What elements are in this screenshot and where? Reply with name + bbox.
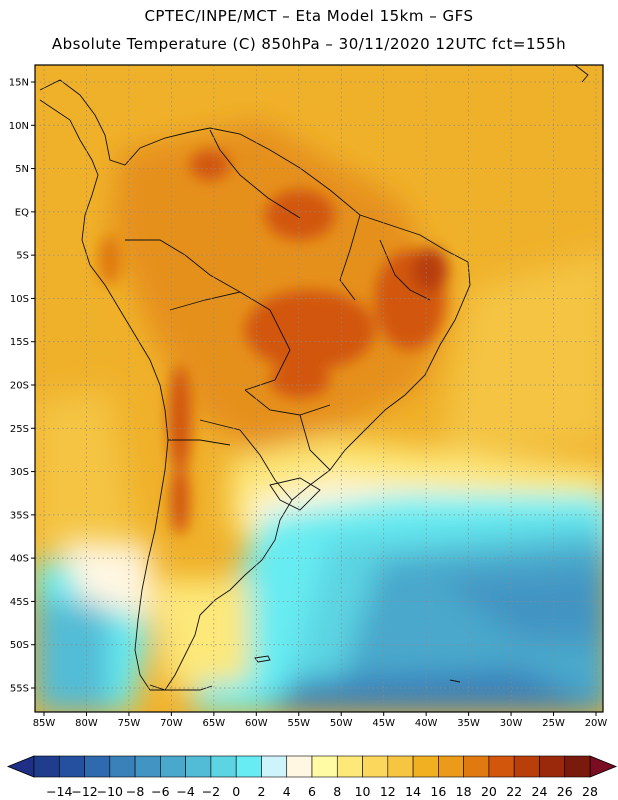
colorbar-label: −14 — [46, 784, 72, 799]
colorbar-label: 0 — [232, 784, 240, 799]
lon-tick-label: 30W — [500, 718, 523, 729]
lat-tick-label: 15N — [9, 78, 29, 89]
lon-tick-label: 35W — [457, 718, 480, 729]
colorbar-label: 24 — [532, 784, 548, 799]
lon-tick-label: 50W — [330, 718, 353, 729]
lat-tick-label: 20S — [10, 381, 29, 392]
colorbar-swatch — [185, 755, 212, 778]
lon-tick-label: 65W — [203, 718, 226, 729]
lon-tick-label: 80W — [75, 718, 98, 729]
colorbar-swatch — [210, 755, 237, 778]
lon-tick-label: 75W — [118, 718, 141, 729]
colorbar-swatch — [463, 755, 490, 778]
lon-tick-label: 60W — [245, 718, 268, 729]
colorbar-label: 6 — [308, 784, 316, 799]
lat-tick-label: 45S — [10, 597, 29, 608]
lat-tick-label: 40S — [10, 554, 29, 565]
colorbar-label: 16 — [430, 784, 446, 799]
colorbar-swatch — [387, 755, 414, 778]
lon-tick-label: 25W — [542, 718, 565, 729]
colorbar-swatch — [438, 755, 464, 778]
colorbar-swatch — [412, 755, 439, 778]
colorbar-label: −8 — [126, 784, 144, 799]
colorbar-swatch — [160, 755, 186, 778]
colorbar-label: −4 — [176, 784, 194, 799]
lon-tick-label: 45W — [372, 718, 395, 729]
colorbar-swatch — [564, 755, 591, 778]
lon-tick-label: 40W — [415, 718, 438, 729]
colorbar-swatch — [235, 755, 262, 778]
lon-tick-label: 20W — [585, 718, 608, 729]
chart-title-line-2: Absolute Temperature (C) 850hPa – 30/11/… — [51, 35, 567, 53]
colorbar-label: −6 — [151, 784, 169, 799]
lat-tick-label: 25S — [10, 424, 29, 435]
coastline-outline — [39, 65, 589, 691]
colorbar-label: −12 — [71, 784, 97, 799]
colorbar-label: 22 — [506, 784, 522, 799]
lat-tick-label: 10S — [10, 294, 29, 305]
colorbar-label: −10 — [97, 784, 123, 799]
temperature-field — [35, 65, 603, 712]
colorbar-label: 14 — [405, 784, 421, 799]
colorbar-swatch — [311, 755, 338, 778]
colorbar-swatch — [33, 755, 60, 778]
lon-tick-label: 55W — [287, 718, 310, 729]
lat-tick-label: 5S — [16, 251, 29, 262]
colorbar-label: 8 — [333, 784, 341, 799]
map-frame — [34, 64, 604, 713]
colorbar-label: 2 — [257, 784, 265, 799]
colorbar-label: 18 — [456, 784, 472, 799]
colorbar: −14−12−10 −8 −6 −4 −2 0 2 4 6 8 10 12 14 16 18 20 22 24 26… — [6, 755, 618, 799]
colorbar-swatch — [58, 755, 85, 778]
colorbar-swatch — [261, 755, 288, 778]
colorbar-label: 10 — [355, 784, 371, 799]
lat-tick-label: 10N — [9, 121, 29, 132]
colorbar-swatch — [513, 755, 540, 778]
lat-tick-label: 15S — [10, 337, 29, 348]
colorbar-label: 26 — [557, 784, 573, 799]
longitude-axis: 85W 80W 75W 70W 65W 60W 55W 50W 45W 40W 35W 30W 25W 2… — [33, 712, 608, 729]
colorbar-swatch — [109, 755, 136, 778]
chart-title-line-1: CPTEC/INPE/MCT – Eta Model 15km – GFS — [144, 7, 474, 25]
colorbar-swatch — [84, 755, 111, 778]
lon-tick-label: 85W — [33, 718, 56, 729]
lon-tick-label: 70W — [160, 718, 183, 729]
latitude-axis: 15N 10N 5N EQ 5S 10S 15S 20S 25S 30S 35S 40S 45S 50S 5… — [9, 78, 35, 695]
colorbar-swatch — [336, 755, 363, 778]
colorbar-label: 20 — [481, 784, 497, 799]
colorbar-label: −2 — [202, 784, 220, 799]
colorbar-label: 28 — [582, 784, 598, 799]
colorbar-swatch — [539, 755, 566, 778]
colorbar-swatch — [134, 755, 161, 778]
lat-tick-label: 50S — [10, 640, 29, 651]
graticule — [35, 65, 603, 712]
lat-tick-label: EQ — [15, 207, 29, 218]
lat-tick-label: 30S — [10, 467, 29, 478]
lat-tick-label: 55S — [10, 684, 29, 695]
colorbar-low-arrow — [6, 755, 35, 778]
lat-tick-label: 35S — [10, 510, 29, 521]
colorbar-high-arrow — [589, 755, 618, 778]
colorbar-label: 12 — [380, 784, 396, 799]
colorbar-label: 4 — [283, 784, 291, 799]
colorbar-swatch — [362, 755, 389, 778]
lat-tick-label: 5N — [15, 164, 29, 175]
colorbar-swatch — [488, 755, 515, 778]
colorbar-swatch — [286, 755, 313, 778]
